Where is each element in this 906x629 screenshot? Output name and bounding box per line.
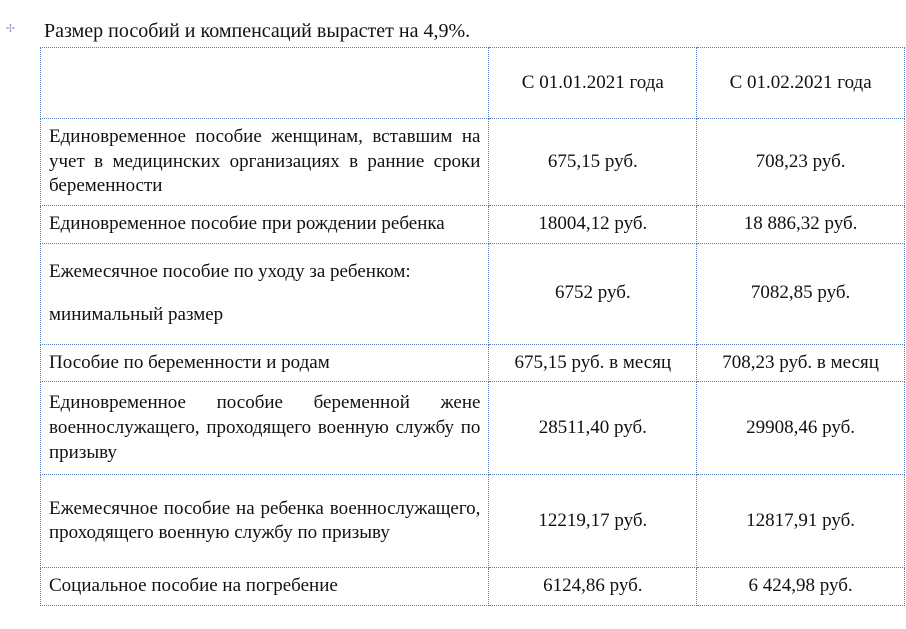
header-col-from: С 01.01.2021 года — [489, 48, 697, 119]
row-value-from: 675,15 руб. в месяц — [489, 344, 697, 382]
document: Размер пособий и компенсаций вырастет на… — [40, 20, 905, 606]
row-value-from: 6124,86 руб. — [489, 568, 697, 606]
row-value-to: 6 424,98 руб. — [697, 568, 905, 606]
row-desc: Ежемесячное пособие по уходу за ребенком… — [41, 243, 489, 344]
row-desc: Пособие по беременности и родам — [41, 344, 489, 382]
row-value-to: 7082,85 руб. — [697, 243, 905, 344]
header-empty — [41, 48, 489, 119]
table-row: Ежемесячное пособие по уходу за ребенком… — [41, 243, 905, 344]
row-desc: Единовременное пособие женщинам, вставши… — [41, 119, 489, 206]
row-desc-line2: минимальный размер — [49, 303, 480, 328]
row-value-to: 18 886,32 руб. — [697, 206, 905, 244]
row-value-to: 708,23 руб. — [697, 119, 905, 206]
table-row: Единовременное пособие женщинам, вставши… — [41, 119, 905, 206]
table-row: Пособие по беременности и родам 675,15 р… — [41, 344, 905, 382]
row-desc-line1: Ежемесячное пособие по уходу за ребенком… — [49, 260, 480, 285]
row-desc: Единовременное пособие при рождении ребе… — [41, 206, 489, 244]
row-desc: Единовременное пособие беременной жене в… — [41, 382, 489, 475]
row-value-from: 18004,12 руб. — [489, 206, 697, 244]
table-header-row: С 01.01.2021 года С 01.02.2021 года — [41, 48, 905, 119]
table-row: Единовременное пособие при рождении ребе… — [41, 206, 905, 244]
table-row: Ежемесячное пособие на ребенка военнослу… — [41, 475, 905, 568]
table-anchor-icon: ✢ — [6, 24, 15, 33]
table-row: Единовременное пособие беременной жене в… — [41, 382, 905, 475]
row-value-from: 675,15 руб. — [489, 119, 697, 206]
benefits-table: С 01.01.2021 года С 01.02.2021 года Един… — [40, 47, 905, 606]
row-value-to: 708,23 руб. в месяц — [697, 344, 905, 382]
row-value-to: 29908,46 руб. — [697, 382, 905, 475]
row-value-from: 6752 руб. — [489, 243, 697, 344]
row-desc: Ежемесячное пособие на ребенка военнослу… — [41, 475, 489, 568]
table-row: Социальное пособие на погребение 6124,86… — [41, 568, 905, 606]
row-value-to: 12817,91 руб. — [697, 475, 905, 568]
header-col-to: С 01.02.2021 года — [697, 48, 905, 119]
row-value-from: 12219,17 руб. — [489, 475, 697, 568]
row-value-from: 28511,40 руб. — [489, 382, 697, 475]
row-desc: Социальное пособие на погребение — [41, 568, 489, 606]
page-title: Размер пособий и компенсаций вырастет на… — [44, 20, 905, 43]
